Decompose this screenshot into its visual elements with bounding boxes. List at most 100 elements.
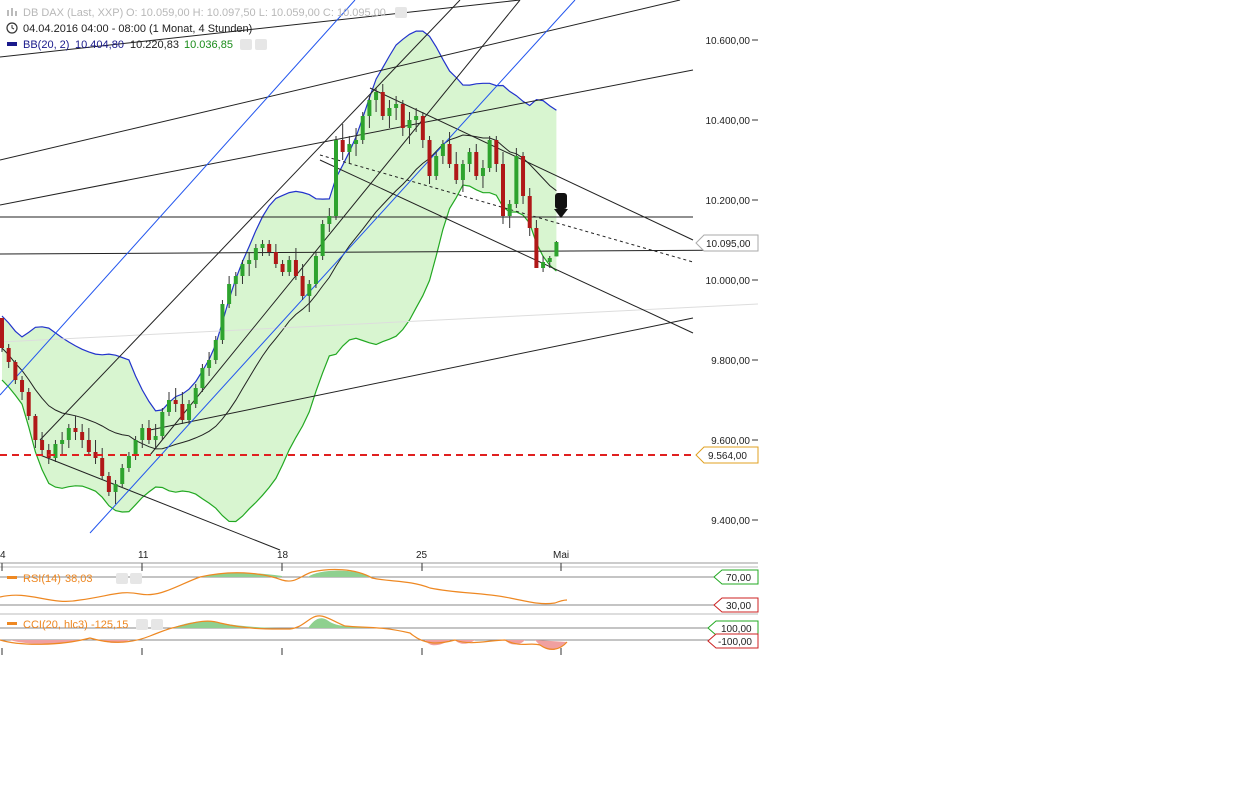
candle <box>120 464 125 488</box>
candle <box>487 136 492 172</box>
candle-body <box>6 348 11 362</box>
candle <box>460 160 465 192</box>
candle <box>347 136 352 164</box>
cci-upper-tag <box>707 620 759 636</box>
candle <box>360 112 365 144</box>
candle <box>440 140 445 164</box>
candle <box>454 152 459 184</box>
candle-body <box>173 400 178 404</box>
trend-line-b <box>0 69 694 206</box>
candle <box>73 416 78 440</box>
candle <box>0 318 4 352</box>
period-label[interactable]: 04.04.2016 04:00 - 08:00 (1 Monat, 4 Stu… <box>23 23 252 35</box>
cci-settings-icon[interactable] <box>136 619 148 630</box>
candle-body <box>207 360 212 368</box>
candle-body <box>460 164 465 180</box>
band-upper-line <box>1 30 557 412</box>
candle <box>100 448 105 480</box>
rsi-close-icon[interactable] <box>130 573 142 584</box>
price-tick-label: 9.800,00 <box>711 356 750 367</box>
candle <box>501 152 505 224</box>
trend-line-k <box>0 0 521 58</box>
candle <box>20 376 25 400</box>
price-tick-label: 10.000,00 <box>706 276 751 287</box>
candle <box>126 452 131 472</box>
candle <box>527 188 532 236</box>
candle-body <box>200 368 205 388</box>
candle-body <box>113 484 118 492</box>
candle-body <box>100 458 105 476</box>
candle <box>227 276 232 308</box>
candle-body <box>354 140 359 144</box>
candle-body <box>367 100 372 116</box>
rsi-value: 38,03 <box>65 573 93 585</box>
candle <box>534 220 539 268</box>
rsi-upper-tag <box>713 569 759 585</box>
trend-line-e <box>0 303 759 343</box>
date-axis: 4 11 18 25 Mai <box>0 550 569 561</box>
cci-line <box>0 615 568 650</box>
candle-body <box>187 404 192 420</box>
candle <box>273 244 278 268</box>
candle-body <box>53 444 58 458</box>
candle <box>334 136 338 220</box>
candle <box>287 256 292 276</box>
ohlc-values: O: 10.059,00 H: 10.097,50 L: 10.059,00 C… <box>126 7 386 19</box>
candle-body <box>80 432 85 440</box>
rsi-settings-icon[interactable] <box>116 573 128 584</box>
candle <box>153 424 158 448</box>
candle-body <box>307 284 312 296</box>
candle-body <box>140 428 145 440</box>
candle-body <box>287 260 292 272</box>
instrument-settings-icon[interactable] <box>395 7 407 18</box>
instrument-title[interactable]: DB DAX (Last, XXP) <box>23 7 123 19</box>
candle <box>380 84 385 120</box>
bb-lower-value: 10.036,85 <box>184 39 233 51</box>
candle <box>414 108 419 132</box>
last-price-label: 10.095,00 <box>706 239 751 250</box>
candle-body <box>480 168 485 176</box>
candle-body <box>33 416 38 440</box>
rsi-upper-label: 70,00 <box>726 573 751 584</box>
candle <box>253 244 258 268</box>
candle-body <box>180 404 185 420</box>
candle <box>66 424 71 448</box>
candle <box>514 148 519 208</box>
bb-close-icon[interactable] <box>255 39 267 50</box>
candle <box>60 432 65 456</box>
candle-body <box>160 412 165 436</box>
candle-body <box>13 362 18 380</box>
candle <box>480 160 485 188</box>
candle <box>180 392 185 424</box>
candle-body <box>86 440 91 452</box>
cci-label[interactable]: CCI(20, hlc3) <box>23 619 88 631</box>
candle <box>400 100 405 136</box>
candle <box>113 480 118 504</box>
bb-label[interactable]: BB(20, 2) <box>23 39 69 51</box>
cci-close-icon[interactable] <box>151 619 163 630</box>
candle-body <box>247 260 252 264</box>
trend-lines <box>0 0 759 551</box>
bollinger-band <box>1 30 557 523</box>
rsi-label[interactable]: RSI(14) <box>23 573 61 585</box>
cursor-marker-icon <box>554 193 568 218</box>
candle-body <box>40 440 45 450</box>
candle <box>173 388 178 412</box>
cci-color-swatch <box>7 622 17 625</box>
cci-lower-tag <box>707 633 759 649</box>
candle-body <box>73 428 78 432</box>
trend-line-j <box>319 154 694 263</box>
candle <box>240 260 245 284</box>
candle <box>280 260 285 276</box>
candle-body <box>514 156 519 204</box>
candle-body <box>293 260 298 276</box>
candle-body <box>133 440 138 456</box>
candle-body <box>20 380 25 392</box>
cci-panel: 100,00 -100,00 <box>0 613 759 655</box>
trend-line-i <box>319 159 694 334</box>
candle <box>247 252 252 276</box>
bb-settings-icon[interactable] <box>240 39 252 50</box>
candle <box>407 112 412 144</box>
rsi-lower-label: 30,00 <box>726 601 751 612</box>
